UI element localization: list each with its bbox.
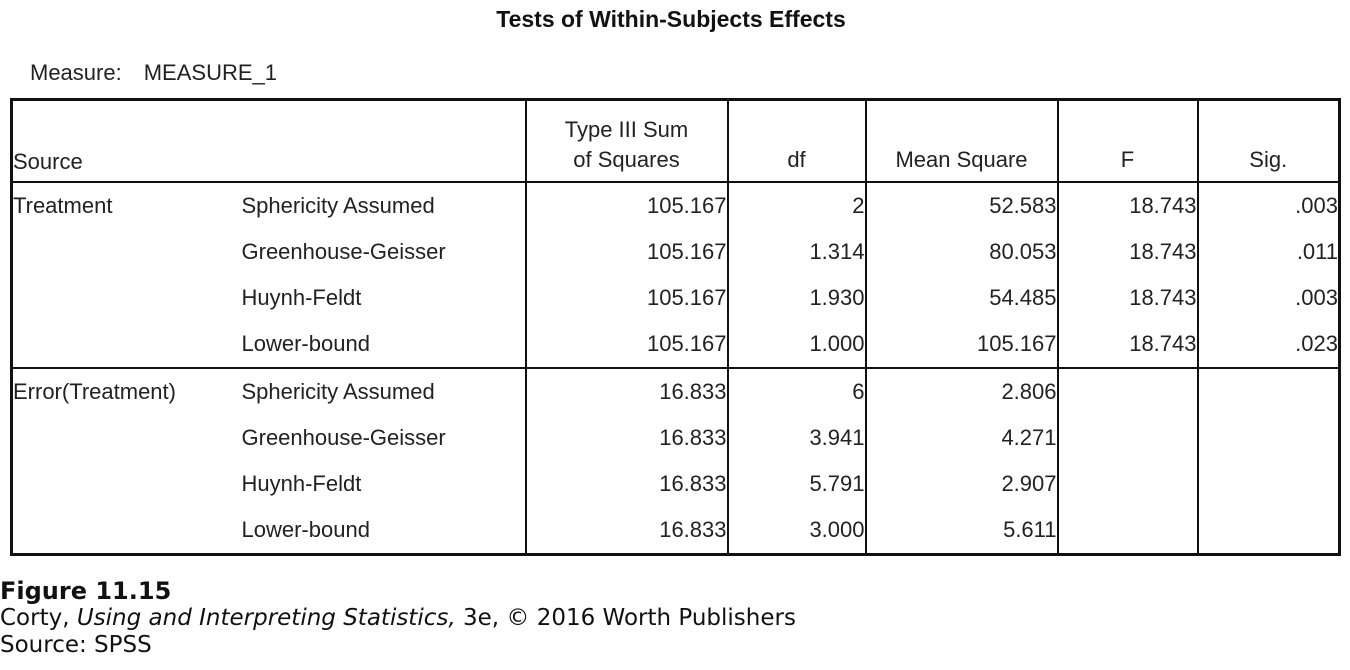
header-sum-of-squares: Type III Sum of Squares bbox=[524, 99, 728, 183]
source-cell: Treatment bbox=[13, 193, 113, 218]
citation-publisher: 3e, © 2016 Worth Publishers bbox=[455, 605, 796, 631]
df-cell: 5.791 bbox=[726, 461, 866, 507]
correction-cell: Lower-bound bbox=[241, 331, 370, 356]
measure-label: Measure: bbox=[30, 60, 122, 85]
sum-of-squares-cell: 105.167 bbox=[524, 182, 728, 229]
sum-of-squares-cell: 105.167 bbox=[524, 321, 728, 368]
sig-cell bbox=[1196, 461, 1340, 507]
df-cell: 3.941 bbox=[726, 415, 866, 461]
correction-cell: Greenhouse-Geisser bbox=[241, 239, 446, 264]
sum-of-squares-cell: 105.167 bbox=[524, 275, 728, 321]
mean-square-cell: 80.053 bbox=[864, 229, 1058, 275]
table-row: Greenhouse-Geisser 16.833 3.941 4.271 bbox=[12, 415, 1340, 461]
sig-cell bbox=[1196, 507, 1340, 555]
sig-cell: .003 bbox=[1196, 275, 1340, 321]
figure-number: Figure 11.15 bbox=[0, 577, 172, 605]
source-cell: Error(Treatment) bbox=[11, 367, 242, 555]
f-cell: 18.743 bbox=[1056, 275, 1198, 321]
sig-cell: .011 bbox=[1196, 229, 1340, 275]
sum-of-squares-cell: 105.167 bbox=[524, 229, 728, 275]
mean-square-cell: 52.583 bbox=[864, 182, 1058, 229]
header-f: F bbox=[1056, 99, 1198, 183]
mean-square-cell: 105.167 bbox=[864, 321, 1058, 368]
mean-square-cell: 4.271 bbox=[864, 415, 1058, 461]
correction-cell: Sphericity Assumed bbox=[241, 193, 435, 218]
sig-cell: .023 bbox=[1196, 321, 1340, 368]
f-cell bbox=[1056, 415, 1198, 461]
table-row: Lower-bound 105.167 1.000 105.167 18.743.023 bbox=[12, 321, 1340, 368]
header-ss-line2: of Squares bbox=[573, 147, 680, 172]
correction-cell: Huynh-Feldt bbox=[241, 285, 362, 310]
sum-of-squares-cell: 16.833 bbox=[524, 507, 728, 555]
header-sig: Sig. bbox=[1196, 99, 1340, 183]
df-cell: 1.000 bbox=[726, 321, 866, 368]
sum-of-squares-cell: 16.833 bbox=[524, 461, 728, 507]
table-body: Treatment Sphericity Assumed 105.167 2 52.58… bbox=[11, 182, 1340, 555]
sig-cell bbox=[1196, 415, 1340, 461]
table-row: Lower-bound 16.833 3.000 5.611 bbox=[12, 507, 1340, 555]
mean-square-cell: 2.806 bbox=[864, 367, 1058, 415]
header-row: Source Type III Sum of Squares df Mean Sq… bbox=[11, 99, 1340, 183]
header-df: df bbox=[726, 99, 866, 183]
table-row: Error(Treatment) Sphericity Assumed 16.833… bbox=[11, 367, 1340, 555]
df-cell: 1.930 bbox=[726, 275, 866, 321]
f-cell bbox=[1056, 507, 1198, 555]
table-row: Huynh-Feldt 16.833 5.791 2.907 bbox=[12, 461, 1340, 507]
measure-line: Measure: MEASURE_1 bbox=[30, 60, 277, 86]
df-cell: 6 bbox=[726, 367, 866, 415]
f-cell: 18.743 bbox=[1056, 321, 1198, 368]
table-row: Treatment Sphericity Assumed 105.167 2 52.58… bbox=[12, 182, 1340, 229]
sum-of-squares-cell: 16.833 bbox=[524, 415, 728, 461]
f-cell: 18.743 bbox=[1056, 182, 1198, 229]
table-title: Tests of Within-Subjects Effects bbox=[496, 6, 846, 32]
measure-value: MEASURE_1 bbox=[143, 60, 277, 85]
correction-cell: Sphericity Assumed bbox=[241, 367, 526, 415]
source-line: Source: SPSS bbox=[0, 632, 152, 658]
anova-table: Source Type III Sum of Squares df Mean Sq… bbox=[10, 98, 1341, 556]
correction-cell: Greenhouse-Geisser bbox=[241, 425, 446, 450]
header-mean-square: Mean Square bbox=[864, 99, 1058, 183]
df-cell: 1.314 bbox=[726, 229, 866, 275]
correction-cell: Lower-bound bbox=[241, 517, 370, 542]
mean-square-cell: 2.907 bbox=[864, 461, 1058, 507]
citation-author: Corty, bbox=[0, 605, 77, 631]
citation-line: Corty, Using and Interpreting Statistics… bbox=[0, 605, 796, 632]
header-source: Source bbox=[11, 99, 526, 183]
mean-square-cell: 54.485 bbox=[864, 275, 1058, 321]
f-cell bbox=[1056, 461, 1198, 507]
table-row: Huynh-Feldt 105.167 1.930 54.485 18.743.003 bbox=[12, 275, 1340, 321]
mean-square-cell: 5.611 bbox=[864, 507, 1058, 555]
citation-book-title: Using and Interpreting Statistics, bbox=[76, 605, 456, 631]
table-row: Greenhouse-Geisser 105.167 1.314 80.053 18.7… bbox=[12, 229, 1340, 275]
sum-of-squares-cell: 16.833 bbox=[524, 367, 728, 415]
header-ss-line1: Type III Sum bbox=[564, 117, 689, 142]
correction-cell: Huynh-Feldt bbox=[241, 471, 362, 496]
sig-cell: .003 bbox=[1196, 182, 1340, 229]
df-cell: 3.000 bbox=[726, 507, 866, 555]
f-cell bbox=[1056, 367, 1198, 415]
f-cell: 18.743 bbox=[1056, 229, 1198, 275]
sig-cell bbox=[1196, 367, 1340, 415]
figure-caption: Figure 11.15 Corty, Using and Interpreti… bbox=[0, 578, 796, 659]
df-cell: 2 bbox=[726, 182, 866, 229]
